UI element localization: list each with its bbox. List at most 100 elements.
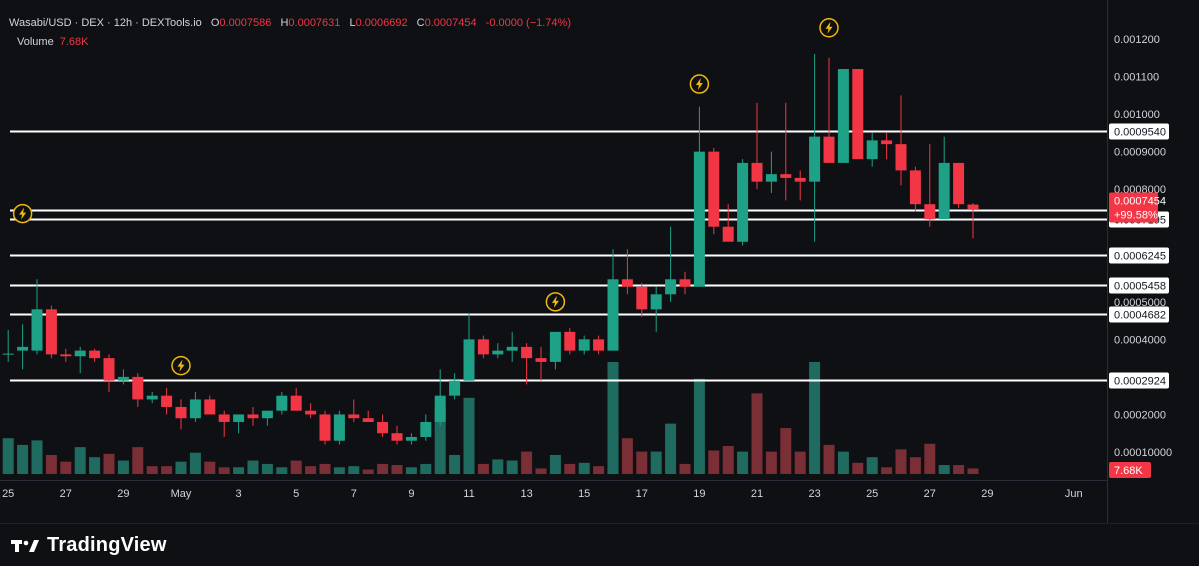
volume-bar [189, 452, 201, 474]
volume-bar [823, 444, 835, 474]
ohlc-legend: Wasabi/USD · DEX · 12h · DEXTools.io O 0.… [9, 17, 577, 29]
candle-body [391, 433, 403, 441]
volume-bar [132, 447, 144, 474]
volume-bar [837, 451, 849, 474]
candle-body [708, 151, 720, 227]
chart-container[interactable]: 0.001200 0.001100 0.001000 0.0009000 0.00080… [0, 0, 1199, 523]
current-price-change: +99.58% [1114, 210, 1158, 222]
volume-bar [693, 378, 705, 474]
volume-bar [74, 447, 86, 474]
current-price-label: 0.0007454 +99.58% [1109, 192, 1166, 223]
volume-bar [290, 460, 302, 474]
volume-bar [679, 463, 691, 474]
price-axis-tick-label: 0.0005000 [1114, 297, 1166, 309]
candle-body [161, 395, 173, 407]
candle-body [132, 376, 144, 400]
candle-body [175, 406, 187, 419]
candle-body [837, 69, 849, 163]
candle-body [938, 162, 950, 220]
candle-body [535, 358, 547, 362]
candle-body [477, 339, 489, 355]
volume-bar [708, 450, 720, 474]
candle-body [679, 279, 691, 287]
price-axis-tick-label: 0.001000 [1114, 109, 1160, 121]
time-axis-tick-label: 7 [351, 488, 357, 500]
candle-body [881, 140, 893, 145]
lightning-bolt [551, 295, 559, 308]
volume-bar [333, 467, 345, 474]
candle-body [449, 380, 461, 396]
high-value: 0.0007631 [288, 17, 341, 29]
price-axis-tick-label: 0.001200 [1114, 34, 1160, 46]
candle-body [809, 136, 821, 182]
time-axis-tick-label: 21 [751, 488, 763, 500]
candle-body [377, 421, 389, 434]
time-axis-tick-label: 13 [520, 488, 532, 500]
lightning-icon[interactable] [545, 292, 566, 312]
tradingview-logo-text: TradingView [47, 534, 167, 556]
candle-body [276, 395, 288, 411]
current-price-value: 0.0007454 [1114, 196, 1166, 208]
volume-bar [204, 461, 216, 474]
lightning-bolt [695, 78, 703, 91]
lightning-icon[interactable] [689, 74, 710, 94]
candle-body [333, 414, 345, 441]
volume-bar [607, 362, 619, 474]
volume-bar [852, 462, 864, 474]
price-axis-tick-label: 0.0004000 [1114, 334, 1166, 346]
level-price-label: 0.0004682 [1109, 306, 1169, 323]
candle-body [924, 204, 936, 220]
candle-body [60, 354, 72, 357]
volume-bar [809, 362, 821, 474]
level-price-label: 0.0009540 [1109, 123, 1169, 140]
level-price-label-bg [1109, 247, 1169, 264]
volume-bar [2, 438, 14, 474]
candle-body [765, 174, 777, 182]
open-label: O [210, 17, 220, 29]
volume-bar [175, 461, 187, 474]
high-label: H [280, 17, 289, 29]
volume-bar [305, 466, 317, 474]
candle-body [463, 339, 475, 381]
volume-bar [751, 393, 763, 474]
candle-body [362, 418, 374, 422]
level-price-label-text: 0.0002924 [1114, 376, 1166, 388]
volume-bar [319, 463, 331, 474]
tradingview-logo[interactable]: TradingView [11, 534, 167, 557]
candle-body [31, 309, 43, 351]
level-price-label: 0.0006245 [1109, 247, 1169, 264]
volume-bar [233, 467, 245, 474]
candle-body [506, 346, 518, 351]
candle-body [693, 151, 705, 287]
lightning-icon[interactable] [819, 17, 839, 38]
lightning-icon[interactable] [12, 203, 33, 224]
volume-bar [276, 467, 288, 474]
lightning-icon[interactable] [171, 355, 191, 376]
time-axis-tick-label: 11 [463, 488, 474, 500]
level-price-label-text: 0.0005458 [1114, 281, 1166, 293]
price-axis-tick-label: 0.0002000 [1114, 409, 1166, 421]
volume-bar [549, 454, 561, 474]
level-price-label-bg [1109, 372, 1169, 389]
candle-body [233, 414, 245, 422]
volume-bar [924, 443, 936, 474]
time-axis-tick-label: 3 [236, 488, 242, 500]
candle-body [117, 376, 129, 381]
candle-body [909, 170, 921, 205]
volume-bar [103, 453, 115, 474]
candle-body [852, 69, 864, 160]
symbol-label[interactable]: Wasabi/USD · DEX · 12h · DEXTools.io [9, 17, 202, 29]
time-axis-tick-label: 9 [408, 488, 414, 500]
candlestick-chart[interactable]: 0.0012000.0011000.0010000.00090000.00080… [0, 0, 1199, 523]
candle-body [218, 414, 230, 422]
volume-bar [405, 467, 417, 474]
event-markers-layer [12, 17, 839, 376]
time-axis-tick-label: 27 [924, 488, 936, 500]
candle-body [593, 339, 605, 351]
candle-body [780, 174, 792, 178]
candle-body [492, 350, 504, 355]
current-price-label-bg [1109, 192, 1158, 223]
candle-body [578, 339, 590, 351]
volume-bar [636, 451, 648, 474]
volume-bar [578, 462, 590, 474]
